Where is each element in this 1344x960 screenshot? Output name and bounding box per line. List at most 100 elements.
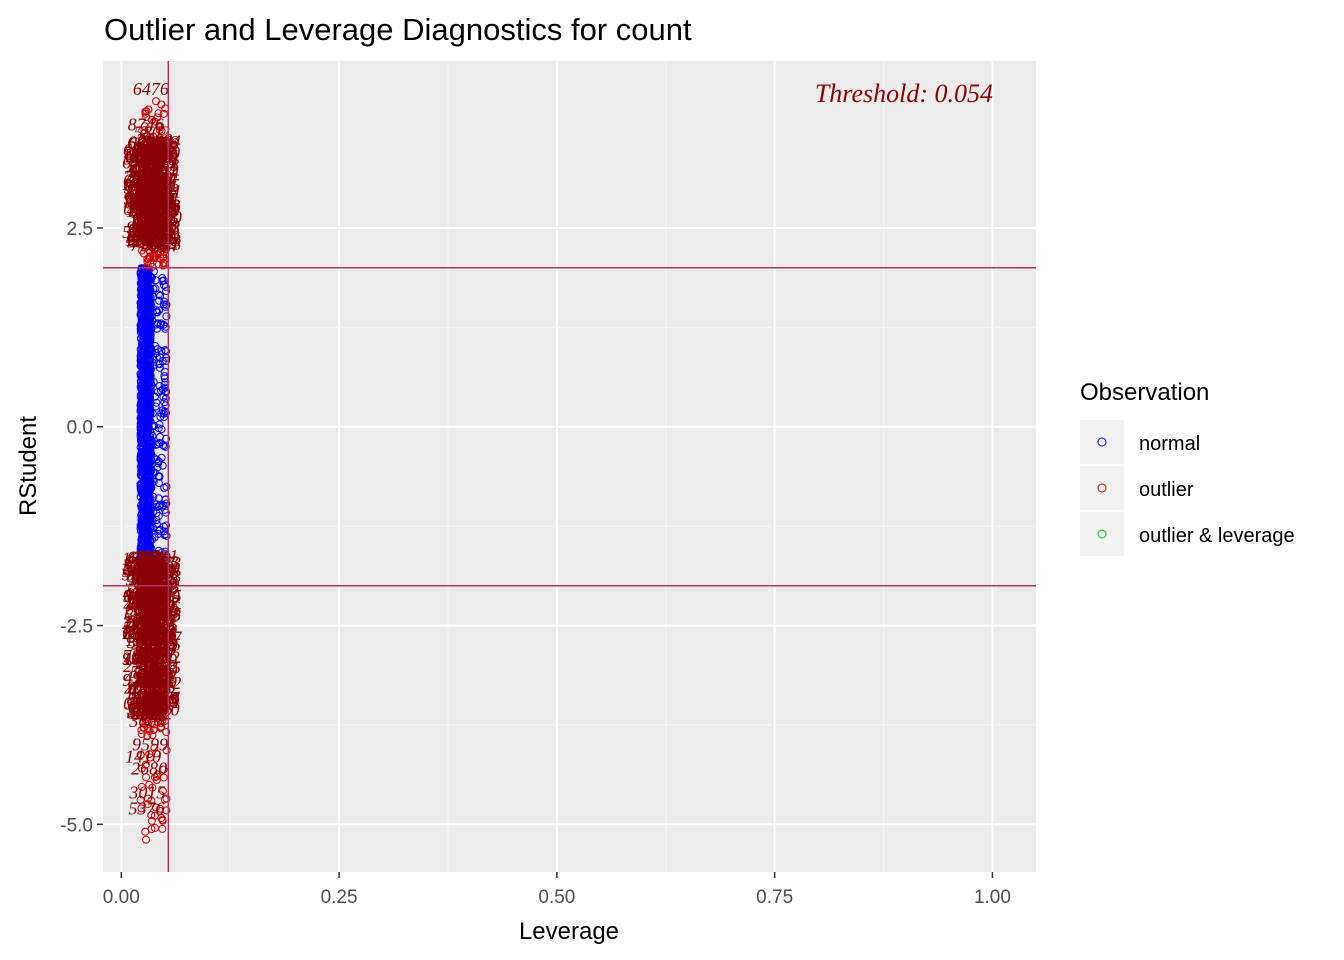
- y-tick-label: 0.0: [67, 418, 93, 439]
- data-point: [142, 212, 151, 221]
- data-point: [156, 159, 165, 168]
- point-label: 1109: [141, 228, 176, 248]
- data-point: [149, 635, 158, 644]
- point-label: 8121: [146, 688, 182, 708]
- data-point: [144, 611, 153, 620]
- point-label: 1670: [136, 138, 172, 158]
- point-label: 4388: [138, 625, 174, 645]
- point-label: 1590: [134, 140, 170, 160]
- data-point: [146, 440, 155, 449]
- point-label: 5795: [131, 147, 167, 167]
- point-label: 7823: [140, 572, 176, 592]
- data-point: [154, 167, 163, 176]
- data-point: [156, 141, 165, 150]
- data-point: [137, 679, 146, 688]
- data-point: [140, 128, 149, 137]
- data-point: [138, 648, 147, 657]
- data-point: [145, 451, 154, 460]
- point-label: 5319: [134, 658, 170, 678]
- data-point: [157, 566, 166, 575]
- data-point: [139, 657, 148, 666]
- point-label: 0350: [135, 579, 171, 599]
- point-label: 5759: [123, 617, 159, 637]
- point-label: 5538: [133, 157, 169, 177]
- point-label: 8066: [124, 585, 160, 605]
- point-label: 8492: [135, 215, 171, 235]
- data-point: [141, 719, 150, 728]
- point-label: 1157: [125, 592, 161, 612]
- point-label: 5910: [144, 699, 180, 719]
- point-label: 3361: [126, 225, 163, 245]
- point-label: 7916: [134, 647, 170, 667]
- data-point: [162, 683, 171, 692]
- point-label: 4673: [145, 566, 181, 586]
- point-label: 4591: [142, 546, 178, 566]
- data-point: [159, 261, 168, 270]
- data-point: [142, 593, 151, 602]
- x-tick-label: 0.25: [321, 887, 358, 908]
- data-point: [162, 521, 171, 530]
- data-point: [158, 277, 167, 286]
- legend-key: [1080, 466, 1124, 510]
- point-label: 6566: [130, 198, 166, 218]
- data-point: [161, 302, 170, 311]
- point-label: 1742: [125, 181, 161, 201]
- point-label: 9593: [143, 201, 179, 221]
- point-label: 1287: [133, 699, 170, 719]
- point-label: 7166: [138, 591, 174, 611]
- point-label: 4028: [135, 695, 171, 715]
- data-point: [145, 646, 154, 655]
- data-point: [156, 123, 165, 132]
- point-label: 2893: [143, 603, 179, 623]
- point-label: 5572: [136, 703, 172, 723]
- point-label: 5819: [130, 193, 166, 213]
- data-point: [157, 722, 166, 731]
- legend-label: normal: [1139, 433, 1200, 455]
- data-point: [140, 723, 149, 732]
- point-label: 7773: [145, 195, 181, 215]
- point-label: 6450: [133, 198, 169, 218]
- point-label: 1226: [128, 160, 164, 180]
- data-point: [149, 605, 158, 614]
- data-point: [154, 459, 163, 468]
- point-label: 0944: [137, 173, 173, 193]
- data-point: [162, 312, 171, 321]
- point-label: 6450: [135, 607, 171, 627]
- point-label: 1141: [130, 170, 165, 190]
- point-label: 3408: [123, 178, 160, 198]
- point-label: 0600: [137, 218, 173, 238]
- point-label: 6917: [130, 160, 167, 180]
- data-point: [146, 672, 155, 681]
- data-point: [154, 156, 163, 165]
- point-label: 3881: [134, 647, 171, 667]
- data-point: [151, 276, 160, 285]
- point-label: 1377: [139, 142, 176, 162]
- point-label: 4215: [131, 559, 167, 579]
- point-label: 1522: [122, 174, 158, 194]
- data-point: [138, 443, 147, 452]
- point-label: 7294: [138, 189, 174, 209]
- data-point: [150, 743, 159, 752]
- data-point: [152, 653, 161, 662]
- data-point: [159, 393, 168, 402]
- data-point: [149, 624, 158, 633]
- point-label: 2115: [146, 635, 181, 655]
- point-label: 7698: [129, 169, 165, 189]
- point-label: 2878: [138, 226, 174, 246]
- point-label: 3413: [144, 234, 181, 254]
- data-point: [146, 753, 155, 762]
- data-point: [162, 806, 171, 815]
- point-label: 6095: [140, 186, 176, 206]
- point-label: 9173: [133, 695, 169, 715]
- data-point: [162, 356, 171, 365]
- data-point: [162, 746, 171, 755]
- point-label: 6317: [127, 228, 164, 248]
- point-label: 9613: [136, 625, 172, 645]
- data-point: [141, 493, 150, 502]
- data-point: [136, 193, 145, 202]
- point-label: 0691: [146, 182, 182, 202]
- legend-key: [1080, 420, 1124, 464]
- data-point: [140, 182, 149, 191]
- data-point: [152, 772, 161, 781]
